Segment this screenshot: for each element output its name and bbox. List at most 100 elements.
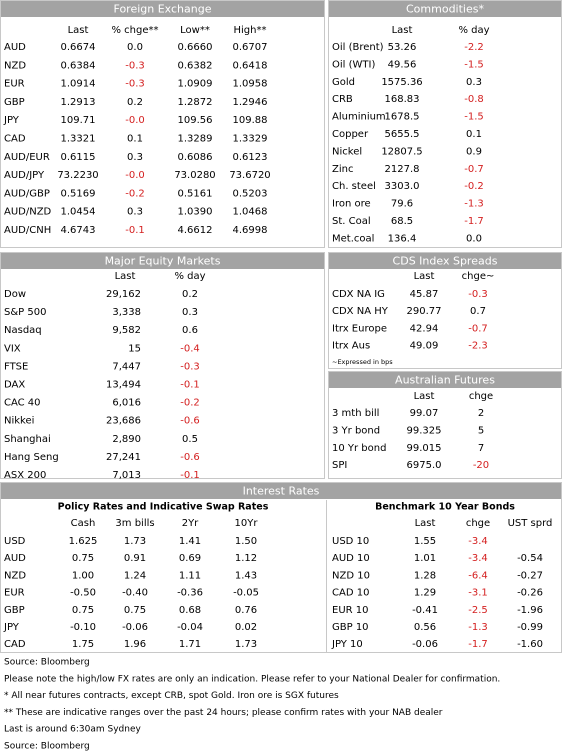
cell: 0.1 — [466, 129, 482, 140]
cell: -1.5 — [464, 112, 484, 123]
cell: -0.3 — [468, 289, 488, 300]
cell: -0.1 — [180, 380, 200, 391]
cell: -0.50 — [70, 588, 96, 599]
column-header: Low** — [180, 25, 210, 36]
row-label: JPY — [3, 622, 20, 633]
cell: 4.6612 — [178, 225, 213, 236]
row-label: VIX — [4, 343, 21, 354]
cell: -0.6 — [180, 416, 200, 427]
row-label: NZD — [4, 60, 26, 71]
cell: 9,582 — [112, 325, 141, 336]
row-label: USD 10 — [332, 536, 369, 547]
row-label: EUR 10 — [332, 605, 369, 616]
cell: 45.87 — [410, 289, 439, 300]
column-header: UST sprd — [508, 518, 553, 529]
cell: -0.06 — [122, 622, 148, 633]
cell: 0.91 — [124, 553, 146, 564]
cell: -0.2 — [464, 181, 484, 192]
footnote: Source: Bloomberg — [4, 658, 90, 668]
cell: 5655.5 — [385, 129, 420, 140]
column-header: chge~ — [462, 271, 495, 282]
cell: -0.27 — [517, 570, 543, 581]
cell: 1.71 — [179, 639, 201, 650]
column-header: Last — [115, 271, 136, 282]
row-label: Itrx Europe — [332, 323, 387, 334]
cell: 79.6 — [391, 199, 413, 210]
row-label: GBP — [4, 605, 25, 616]
row-label: 10 Yr bond — [332, 443, 386, 454]
row-label: Ch. steel — [332, 181, 376, 192]
column-header: chge — [466, 518, 490, 529]
cell: 68.5 — [391, 216, 413, 227]
footnote: Last is around 6:30am Sydney — [4, 725, 142, 735]
cell: 1.12 — [235, 553, 257, 564]
cell: 0.75 — [124, 605, 146, 616]
cell: 1.3321 — [61, 134, 96, 145]
cell: 1.50 — [235, 536, 257, 547]
row-label: AUD — [4, 553, 26, 564]
cell: 0.68 — [179, 605, 201, 616]
cell: 49.56 — [388, 59, 417, 70]
section-header-bar — [1, 253, 324, 269]
cell: 0.56 — [414, 622, 436, 633]
cell: 7,013 — [112, 470, 141, 481]
column-header: Last — [415, 518, 436, 529]
cell: 1.29 — [414, 588, 436, 599]
row-label: AUD/EUR — [4, 152, 50, 163]
row-label: AUD — [4, 42, 26, 53]
cell: 0.5 — [182, 434, 198, 445]
row-label: CDX NA IG — [332, 289, 385, 300]
cell: 42.94 — [410, 323, 439, 334]
cell: 4.6998 — [233, 225, 268, 236]
row-label: Nickel — [332, 146, 362, 157]
row-label: NZD 10 — [332, 570, 370, 581]
cell: 1.2872 — [178, 97, 213, 108]
interest-box — [0, 482, 562, 653]
fx-box — [0, 0, 325, 248]
cell: 1.0468 — [233, 207, 268, 218]
cell: 0.7 — [470, 306, 486, 317]
cell: 0.02 — [235, 622, 257, 633]
cell: 1.3289 — [178, 134, 213, 145]
row-label: GBP — [4, 97, 25, 108]
row-label: Aluminium — [332, 112, 386, 123]
row-label: Met.coal — [332, 233, 374, 244]
cell: 0.0 — [466, 233, 482, 244]
row-label: Copper — [332, 129, 369, 140]
cell: 1.0914 — [61, 79, 96, 90]
column-header: Last — [414, 271, 435, 282]
section-title: Commodities* — [406, 3, 484, 16]
row-label: AUD/CNH — [4, 225, 51, 236]
futures-box — [328, 371, 562, 479]
cell: -0.7 — [464, 164, 484, 175]
cell: 6,016 — [112, 398, 141, 409]
cell: 0.6 — [182, 325, 198, 336]
row-label: 3 mth bill — [332, 408, 379, 419]
cell: 2 — [478, 408, 484, 419]
footnote: Please note the high/low FX rates are on… — [4, 674, 500, 684]
column-header: chge — [469, 391, 493, 402]
section-title: Interest Rates — [243, 485, 320, 498]
column-header: 3m bills — [115, 518, 154, 529]
cell: -20 — [473, 460, 489, 471]
cell: 1.41 — [179, 536, 201, 547]
cell: -0.26 — [517, 588, 543, 599]
column-header: 10Yr — [235, 518, 259, 529]
row-label: Iron ore — [332, 199, 371, 210]
cell: 5 — [478, 425, 484, 436]
cell: -0.4 — [180, 343, 200, 354]
row-label: AUD/NZD — [4, 207, 52, 218]
cell: 12807.5 — [381, 146, 422, 157]
row-label: JPY — [3, 115, 20, 126]
cell: 1.55 — [414, 536, 436, 547]
cell: 7 — [478, 443, 484, 454]
section-title: Major Equity Markets — [105, 255, 221, 268]
cell: 0.5161 — [178, 188, 213, 199]
column-header: % chge** — [111, 25, 158, 36]
cell: 109.88 — [233, 115, 268, 126]
cell: 0.3 — [127, 152, 143, 163]
cell: -1.60 — [517, 639, 543, 650]
cell: 0.5169 — [61, 188, 96, 199]
footnote: * All near futures contracts, except CRB… — [4, 691, 339, 701]
cell: -1.5 — [464, 59, 484, 70]
